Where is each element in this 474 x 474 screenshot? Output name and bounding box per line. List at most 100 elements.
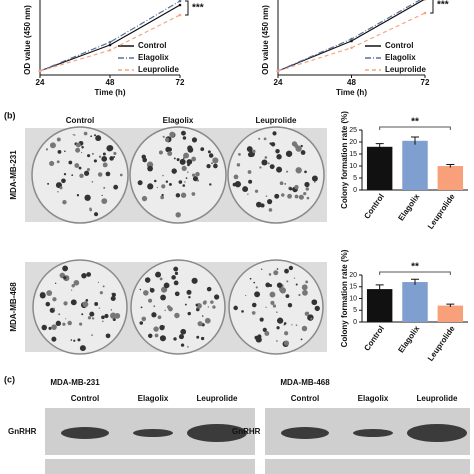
colony <box>94 134 97 137</box>
colony <box>155 271 162 278</box>
panel-label: (b) <box>4 110 16 120</box>
colony <box>286 170 289 173</box>
x-tick-label: Leuprolide <box>426 192 457 231</box>
colony <box>187 346 189 348</box>
colony <box>154 179 157 183</box>
y-axis-label: Colony formation rate (%) <box>340 249 349 347</box>
bracket <box>430 0 434 14</box>
colony <box>313 181 316 183</box>
colony <box>113 151 117 156</box>
colony <box>276 326 280 330</box>
colony <box>298 293 301 297</box>
colony <box>212 305 216 309</box>
colony <box>174 291 180 297</box>
colony <box>119 173 123 177</box>
colony <box>71 283 75 288</box>
y-axis-label: OD value (450 nm) <box>261 5 270 75</box>
colony <box>56 137 61 142</box>
colony <box>165 180 169 183</box>
colony <box>173 266 179 272</box>
colony <box>247 170 252 174</box>
column-label: Elagolix <box>358 394 389 403</box>
colony <box>200 147 205 152</box>
colony <box>265 282 271 288</box>
column-label: Control <box>71 394 99 403</box>
colony <box>255 201 262 208</box>
colony <box>208 153 214 158</box>
colony <box>90 312 93 315</box>
colony <box>279 287 286 294</box>
colony <box>248 179 253 184</box>
bar <box>437 305 464 322</box>
colony <box>65 318 67 320</box>
colony <box>62 200 67 205</box>
y-tick-label: 0 <box>353 319 357 326</box>
colony <box>238 153 241 156</box>
panel-label: (c) <box>4 374 15 384</box>
colony <box>76 194 80 197</box>
colony <box>310 317 313 320</box>
colony <box>276 340 278 342</box>
colony <box>242 186 249 193</box>
colony <box>102 162 108 168</box>
colony <box>77 338 81 342</box>
colony <box>91 181 94 183</box>
colony <box>291 141 298 147</box>
column-label: Elagolix <box>138 394 169 403</box>
colony <box>81 146 84 149</box>
x-tick-label: Leuprolide <box>426 324 457 363</box>
colony <box>48 326 52 330</box>
colony <box>300 144 303 148</box>
colony <box>305 280 309 284</box>
legend-label: Elagolix <box>138 53 169 62</box>
colony <box>167 151 173 157</box>
colony <box>70 339 73 341</box>
x-tick-label: 48 <box>347 78 356 87</box>
colony <box>261 159 268 166</box>
colony <box>304 170 307 174</box>
colony <box>110 312 117 319</box>
colony <box>234 181 242 188</box>
colony <box>273 270 279 276</box>
colony <box>258 137 261 140</box>
colony <box>188 296 191 299</box>
colony <box>276 317 284 324</box>
legend-label: Control <box>385 41 413 50</box>
colony <box>251 302 257 308</box>
colony <box>105 333 111 339</box>
x-tick-label: 24 <box>36 78 45 87</box>
colony <box>45 301 51 307</box>
colony <box>201 315 204 317</box>
colony <box>63 301 68 306</box>
annotation: *** <box>437 0 449 11</box>
point <box>38 69 42 73</box>
colony <box>91 152 94 155</box>
colony <box>101 156 108 162</box>
legend-label: Leuprolide <box>138 65 179 74</box>
bracket <box>185 0 189 16</box>
colony <box>105 171 111 177</box>
colony <box>70 299 77 306</box>
dish <box>129 126 227 224</box>
y-tick-label: 5 <box>353 175 357 182</box>
colony <box>62 265 69 272</box>
colony <box>183 157 185 159</box>
colony <box>294 194 299 199</box>
y-axis-label: Colony formation rate (%) <box>340 111 349 209</box>
band <box>133 429 173 437</box>
line <box>39 0 181 72</box>
colony <box>295 283 298 286</box>
colony <box>173 337 177 341</box>
colony <box>176 158 180 162</box>
colony <box>255 286 258 289</box>
colony <box>153 305 156 308</box>
point <box>178 0 182 3</box>
colony <box>180 343 185 347</box>
x-tick-label: Control <box>362 192 386 220</box>
colony <box>169 131 175 138</box>
colony <box>262 327 267 332</box>
error-bar <box>375 284 384 294</box>
colony <box>285 150 293 157</box>
colony <box>167 305 171 309</box>
colony <box>254 189 259 193</box>
